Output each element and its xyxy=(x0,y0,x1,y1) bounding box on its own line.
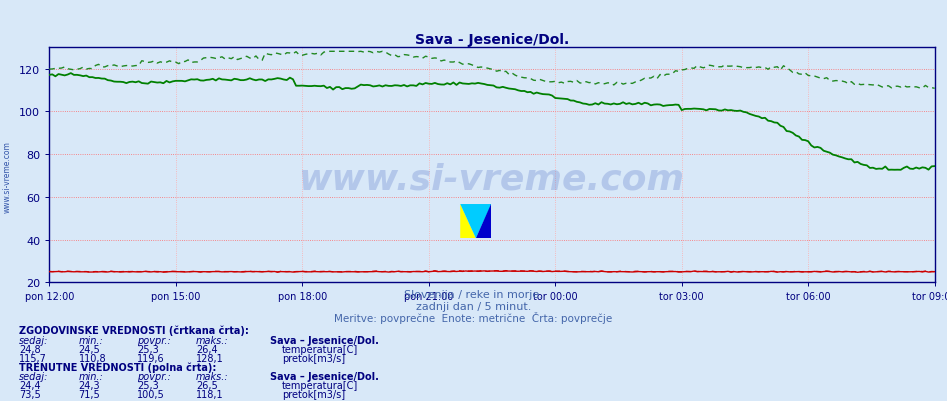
Polygon shape xyxy=(460,205,476,239)
Text: sedaj:: sedaj: xyxy=(19,371,48,381)
Text: povpr.:: povpr.: xyxy=(137,371,171,381)
Text: www.si-vreme.com: www.si-vreme.com xyxy=(3,141,12,212)
Text: zadnji dan / 5 minut.: zadnji dan / 5 minut. xyxy=(416,302,531,312)
Title: Sava - Jesenice/Dol.: Sava - Jesenice/Dol. xyxy=(415,33,569,47)
Text: pretok[m3/s]: pretok[m3/s] xyxy=(282,389,346,399)
Text: 110,8: 110,8 xyxy=(79,353,106,363)
Text: 25,3: 25,3 xyxy=(137,344,159,354)
Text: temperatura[C]: temperatura[C] xyxy=(282,380,359,390)
Text: 73,5: 73,5 xyxy=(19,389,41,399)
Text: 128,1: 128,1 xyxy=(196,353,223,363)
Polygon shape xyxy=(476,205,491,239)
Text: temperatura[C]: temperatura[C] xyxy=(282,344,359,354)
Text: Sava – Jesenice/Dol.: Sava – Jesenice/Dol. xyxy=(270,371,379,381)
Text: povpr.:: povpr.: xyxy=(137,335,171,345)
Text: Meritve: povprečne  Enote: metrične  Črta: povprečje: Meritve: povprečne Enote: metrične Črta:… xyxy=(334,311,613,323)
Text: ZGODOVINSKE VREDNOSTI (črtkana črta):: ZGODOVINSKE VREDNOSTI (črtkana črta): xyxy=(19,325,249,336)
Text: Sava – Jesenice/Dol.: Sava – Jesenice/Dol. xyxy=(270,335,379,345)
Text: pretok[m3/s]: pretok[m3/s] xyxy=(282,353,346,363)
Text: 71,5: 71,5 xyxy=(79,389,100,399)
Text: 25,3: 25,3 xyxy=(137,380,159,390)
Text: 24,5: 24,5 xyxy=(79,344,100,354)
Text: 24,3: 24,3 xyxy=(79,380,100,390)
Text: 26,5: 26,5 xyxy=(196,380,218,390)
Text: 118,1: 118,1 xyxy=(196,389,223,399)
Text: TRENUTNE VREDNOSTI (polna črta):: TRENUTNE VREDNOSTI (polna črta): xyxy=(19,361,216,372)
Text: maks.:: maks.: xyxy=(196,371,228,381)
Text: 24,8: 24,8 xyxy=(19,344,41,354)
Text: 26,4: 26,4 xyxy=(196,344,218,354)
Text: min.:: min.: xyxy=(79,371,103,381)
Text: sedaj:: sedaj: xyxy=(19,335,48,345)
Text: 119,6: 119,6 xyxy=(137,353,165,363)
Text: maks.:: maks.: xyxy=(196,335,228,345)
Text: 24,4: 24,4 xyxy=(19,380,41,390)
Text: Slovenija / reke in morje.: Slovenija / reke in morje. xyxy=(404,290,543,300)
Text: 100,5: 100,5 xyxy=(137,389,165,399)
Polygon shape xyxy=(460,205,491,239)
Text: 115,7: 115,7 xyxy=(19,353,46,363)
Text: min.:: min.: xyxy=(79,335,103,345)
Text: www.si-vreme.com: www.si-vreme.com xyxy=(299,162,685,196)
